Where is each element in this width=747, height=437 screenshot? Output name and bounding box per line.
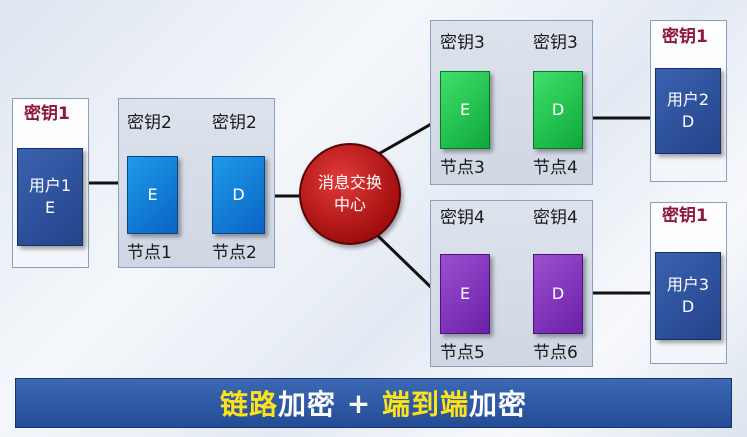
title-banner: 链路 加密 + 端到端 加密 bbox=[15, 378, 732, 428]
user1-name: 用户1 bbox=[28, 176, 72, 195]
node4-decrypt-box: D bbox=[533, 71, 583, 149]
line-hub-node3 bbox=[374, 117, 441, 158]
node5-label: 节点5 bbox=[440, 343, 485, 363]
node2-label: 节点2 bbox=[212, 243, 257, 263]
user1-mode: E bbox=[44, 198, 56, 217]
node6-key-label: 密钥4 bbox=[533, 208, 578, 228]
node4-key-label: 密钥3 bbox=[533, 33, 578, 53]
user3-mode: D bbox=[681, 297, 695, 316]
user3-box: 用户3 D bbox=[655, 252, 721, 340]
user2-mode: D bbox=[681, 112, 695, 131]
node1-label: 节点1 bbox=[127, 243, 172, 263]
user2-name: 用户2 bbox=[666, 90, 710, 109]
user2-box: 用户2 D bbox=[655, 68, 721, 154]
node3-encrypt-box: E bbox=[440, 71, 490, 149]
user1-box: 用户1 E bbox=[17, 148, 83, 246]
hub-label-line2: 中心 bbox=[333, 195, 366, 214]
message-switching-center: 消息交换 中心 bbox=[299, 143, 401, 245]
banner-link: 链路 bbox=[219, 388, 278, 421]
node2-decrypt-box: D bbox=[212, 156, 265, 234]
user1-key-label: 密钥1 bbox=[24, 104, 70, 124]
node2-key-label: 密钥2 bbox=[212, 113, 257, 133]
user2-key-label: 密钥1 bbox=[662, 27, 708, 47]
node6-label: 节点6 bbox=[533, 343, 578, 363]
node5-encrypt-box: E bbox=[440, 254, 490, 334]
node1-key-label: 密钥2 bbox=[127, 113, 172, 133]
user3-key-label: 密钥1 bbox=[662, 206, 708, 226]
line-hub-node5 bbox=[373, 231, 442, 298]
user3-name: 用户3 bbox=[666, 275, 710, 294]
node3-label: 节点3 bbox=[440, 158, 485, 178]
banner-end-to-end: 端到端 bbox=[381, 388, 469, 421]
node6-decrypt-box: D bbox=[533, 254, 583, 334]
hub-label-line1: 消息交换 bbox=[317, 173, 382, 192]
node1-encrypt-box: E bbox=[127, 156, 178, 234]
node3-key-label: 密钥3 bbox=[440, 33, 485, 53]
node5-key-label: 密钥4 bbox=[440, 208, 485, 228]
banner-plus: + bbox=[336, 386, 382, 420]
banner-encryption-1: 加密 bbox=[278, 388, 337, 421]
node4-label: 节点4 bbox=[533, 158, 578, 178]
banner-encryption-2: 加密 bbox=[469, 388, 528, 421]
